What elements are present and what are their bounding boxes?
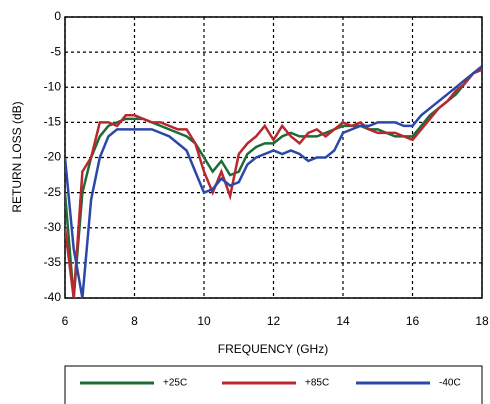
y-tick-label: -30 — [44, 220, 62, 234]
y-tick-label: -40 — [44, 290, 62, 304]
x-tick-label: 6 — [62, 314, 69, 328]
x-tick-label: 18 — [475, 314, 489, 328]
y-tick-label: -25 — [44, 185, 62, 199]
y-tick-label: -15 — [44, 115, 62, 129]
y-tick-label: -35 — [44, 255, 62, 269]
y-tick-label: -10 — [44, 79, 62, 93]
y-tick-label: -5 — [50, 44, 61, 58]
legend-box — [64, 365, 483, 404]
x-tick-label: 10 — [197, 314, 211, 328]
x-axis-label: FREQUENCY (GHz) — [218, 342, 328, 356]
x-tick-label: 14 — [336, 314, 350, 328]
legend-label: +25C — [163, 378, 187, 389]
series-line — [65, 68, 482, 298]
x-tick-label: 12 — [267, 314, 281, 328]
series-line — [65, 68, 482, 298]
y-axis-label: RETURN LOSS (dB) — [10, 101, 24, 212]
legend-label: -40C — [439, 378, 461, 389]
series-line — [65, 65, 482, 298]
legend-label: +85C — [305, 378, 329, 389]
y-tick-label: -20 — [44, 150, 62, 164]
x-tick-label: 8 — [131, 314, 138, 328]
y-tick-label: 0 — [54, 9, 61, 23]
x-tick-label: 16 — [406, 314, 420, 328]
